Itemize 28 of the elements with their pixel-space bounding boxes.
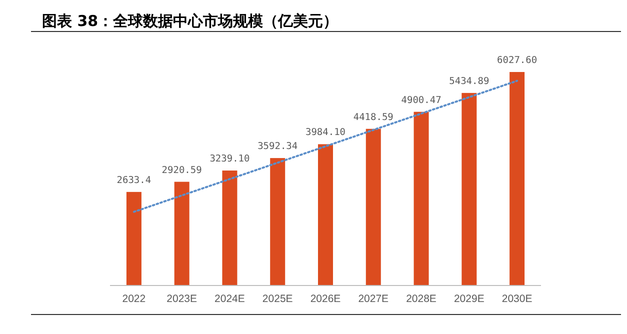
chart-title: 图表 38：全球数据中心市场规模（亿美元） xyxy=(42,12,338,30)
data-label: 4418.59 xyxy=(353,112,394,123)
data-label: 4900.47 xyxy=(401,94,442,106)
data-label: 2633.4 xyxy=(116,174,152,186)
x-tick-label: 2024E xyxy=(214,293,245,305)
bar xyxy=(126,192,142,285)
bar xyxy=(270,158,286,285)
bar xyxy=(318,144,333,285)
bar xyxy=(366,128,381,285)
data-label: 2920.59 xyxy=(162,164,202,176)
x-tick-label: 2027E xyxy=(358,293,389,305)
data-label: 3239.10 xyxy=(210,154,250,165)
x-tick-label: 2025E xyxy=(262,293,293,305)
x-tick-label: 2022 xyxy=(122,293,146,305)
bar xyxy=(222,170,238,285)
data-label: 5434.89 xyxy=(449,76,490,87)
x-tick-label: 2029E xyxy=(454,293,484,305)
x-tick-label: 2028E xyxy=(406,293,436,305)
bar xyxy=(510,72,525,285)
bar xyxy=(174,182,190,285)
x-tick-label: 2023E xyxy=(166,293,198,305)
data-label: 3592.34 xyxy=(258,141,298,152)
bar xyxy=(462,92,477,285)
bar xyxy=(414,112,429,285)
x-tick-label: 2026E xyxy=(310,293,341,305)
data-label: 6027.60 xyxy=(497,55,538,66)
x-tick-label: 2030E xyxy=(502,293,532,305)
data-label: 3984.10 xyxy=(305,127,346,138)
